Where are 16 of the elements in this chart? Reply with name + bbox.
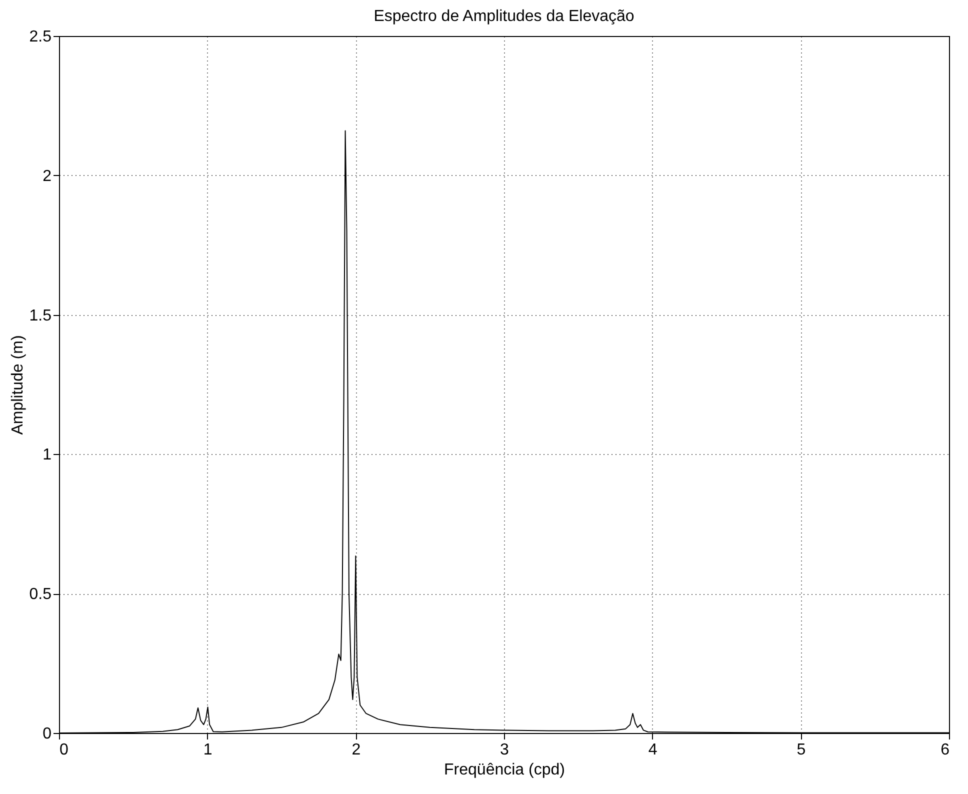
x-tick-label: 4 [648,742,658,758]
y-tick-label: 2.5 [29,28,52,46]
y-tick-label: 1.5 [29,307,52,324]
y-tick-label: 0 [42,726,52,742]
chart-title: Espectro de Amplitudes da Elevação [374,8,634,25]
y-tick-label: 1 [42,446,52,464]
y-tick-label: 2 [42,168,52,185]
y-axis-title: Amplitude (m) [9,335,26,435]
x-tick-label: 5 [796,742,806,758]
x-tick-label: 6 [940,742,950,758]
x-axis-title: Freqüência (cpd) [444,762,565,778]
y-tick-label: 0.5 [29,586,52,604]
x-tick-label: 2 [352,742,361,758]
x-tick-label: 3 [500,742,510,758]
x-tick-label: 0 [60,742,68,758]
x-tick-label: 1 [203,742,212,758]
